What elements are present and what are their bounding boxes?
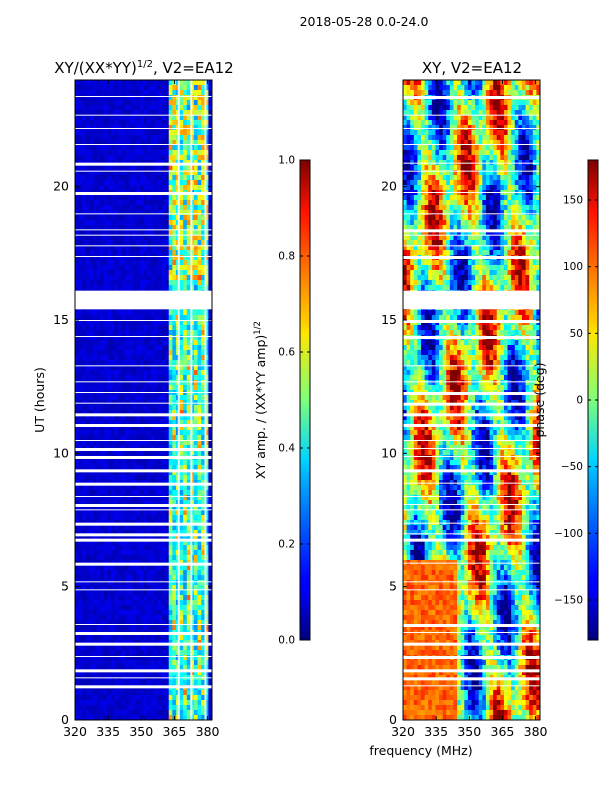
ytick-label: 15 [381,312,397,327]
colorbar-tick-label: 0.4 [278,443,295,455]
ytick-label: 0 [389,712,397,727]
xtick-label: 335 [424,724,448,739]
left-title-exponent: 1/2 [137,59,153,70]
colorbar-tick-label: 150 [563,195,583,207]
colorbar-tick-label: 0 [576,395,583,407]
xtick-label: 365 [491,724,515,739]
right-plot-frame [402,79,541,721]
left-title-main: XY/(XX*YY) [54,59,137,77]
ytick-label: 5 [389,579,397,594]
colorbar-tick-label: 0.8 [278,251,295,263]
xtick-label: 350 [129,724,153,739]
phase-colorbar-ticks: 150 100 50 0 −50 −100 −150 [554,195,598,607]
right-axes: 320 335 350 365 380 0 5 10 15 20 [381,80,548,739]
amp-colorbar-label: XY amp. / (XX*YY amp)1/2 [253,321,268,479]
xtick-label: 380 [196,724,220,739]
colorbar-tick-label: 1.0 [278,155,295,167]
ytick-label: 10 [53,445,69,460]
ytick-label: 10 [381,445,397,460]
colorbar-tick-label: 50 [570,328,583,340]
xtick-label: 335 [96,724,120,739]
xtick-label: 365 [163,724,187,739]
amp-colorbar-label-main: XY amp. / (XX*YY amp) [253,335,268,479]
xtick-label: 320 [63,724,87,739]
amp-colorbar [299,159,311,641]
xtick-label: 350 [457,724,481,739]
ytick-label: 5 [61,579,69,594]
xtick-label: 380 [524,724,548,739]
colorbar-tick-label: 0.6 [278,347,295,359]
colorbar-tick-label: 0.2 [278,539,295,551]
ytick-label: 0 [61,712,69,727]
colorbar-tick-label: −100 [554,528,583,540]
colorbar-tick-label: 0.0 [278,635,295,647]
ytick-label: 15 [53,312,69,327]
left-title-tail: , V2=EA12 [153,59,234,77]
left-heatmap [75,80,212,720]
left-plot-frame [74,79,213,721]
ytick-label: 20 [53,179,69,194]
colorbar-tick-label: −50 [561,461,583,473]
left-panel-title: XY/(XX*YY)1/2, V2=EA12 [54,59,233,77]
left-axes: 320 335 350 365 380 0 5 10 15 20 [53,80,220,739]
figure-suptitle: 2018-05-28 0.0-24.0 [300,14,429,29]
colorbar-tick-label: −150 [554,595,583,607]
colorbar-tick-label: 100 [563,261,583,273]
left-ylabel: UT (hours) [32,367,47,433]
ytick-label: 20 [381,179,397,194]
right-panel-title: XY, V2=EA12 [422,59,522,77]
right-xlabel: frequency (MHz) [369,743,472,758]
phase-colorbar-label: phase (deg) [532,362,547,437]
right-heatmap [403,80,540,720]
amp-colorbar-label-exponent: 1/2 [253,321,263,335]
amp-colorbar-ticks: 0.0 0.2 0.4 0.6 0.8 1.0 [278,155,310,647]
xtick-label: 320 [391,724,415,739]
